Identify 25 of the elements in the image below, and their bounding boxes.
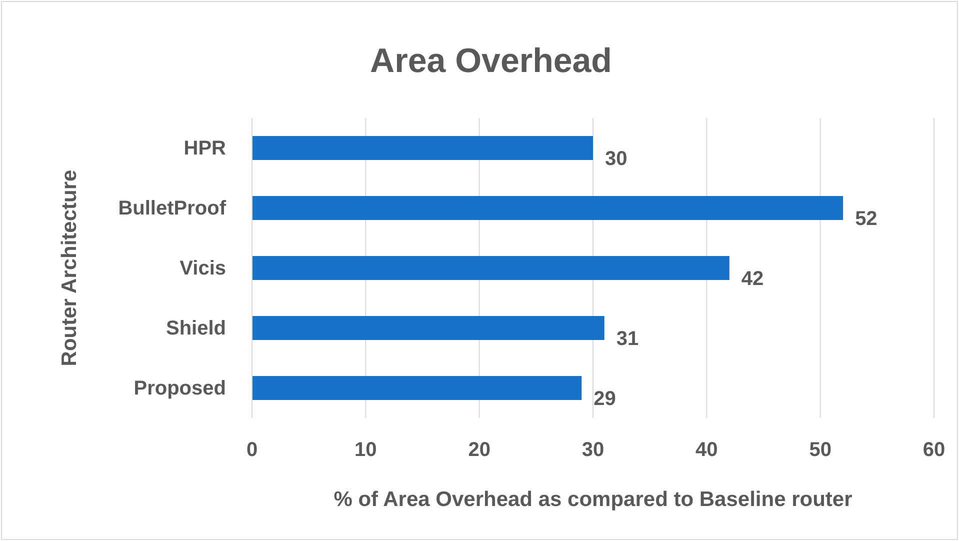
x-tick-label: 40 bbox=[696, 439, 718, 462]
data-label: 52 bbox=[855, 208, 878, 230]
y-tick-label: Vicis bbox=[180, 257, 226, 280]
x-axis-title: % of Area Overhead as compared to Baseline router bbox=[334, 488, 852, 511]
y-tick-label: Shield bbox=[166, 317, 226, 340]
x-tick-label: 30 bbox=[582, 439, 604, 462]
bar bbox=[252, 376, 582, 400]
bar bbox=[252, 136, 593, 160]
bar bbox=[252, 256, 730, 280]
y-tick-label: Proposed bbox=[134, 377, 226, 400]
bar bbox=[252, 316, 604, 340]
data-label: 29 bbox=[594, 388, 616, 410]
chart-title: Area Overhead bbox=[370, 42, 612, 80]
data-label: 42 bbox=[741, 268, 764, 290]
data-label: 30 bbox=[605, 148, 628, 170]
x-tick-label: 60 bbox=[922, 439, 946, 462]
data-label: 31 bbox=[616, 328, 639, 350]
y-tick-label: BulletProof bbox=[118, 197, 226, 220]
x-tick-label: 20 bbox=[468, 439, 490, 462]
x-tick-label: 10 bbox=[354, 439, 377, 462]
y-tick-label: HPR bbox=[184, 137, 227, 160]
y-axis-title: Router Architecture bbox=[58, 170, 81, 366]
x-tick-label: 0 bbox=[246, 439, 258, 462]
bar bbox=[252, 196, 844, 220]
x-tick-label: 50 bbox=[809, 439, 832, 462]
